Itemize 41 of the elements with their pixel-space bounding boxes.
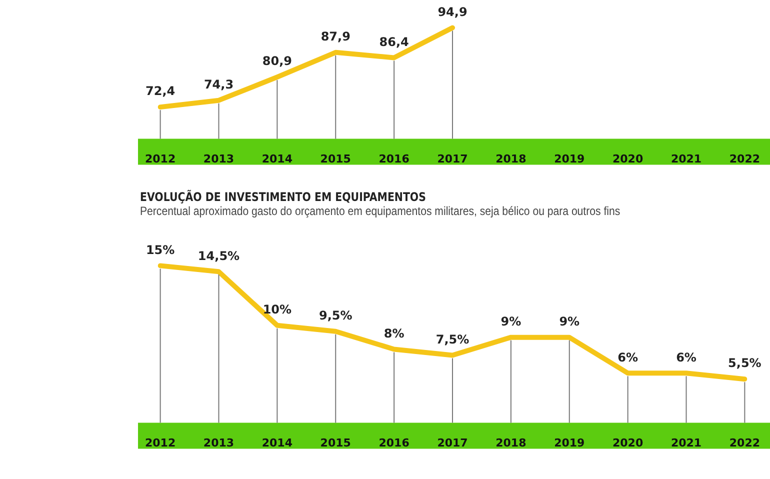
x-tick-label: 2018: [496, 152, 526, 166]
data-label: 7,5%: [436, 332, 470, 346]
x-tick-label: 2017: [437, 436, 468, 450]
x-tick-label: 2013: [203, 152, 234, 166]
x-tick-label: 2019: [554, 152, 585, 166]
data-label: 5,5%: [728, 356, 762, 370]
x-tick-label: 2016: [378, 152, 410, 166]
x-tick-label: 2021: [670, 152, 702, 166]
chart-title: EVOLUÇÃO DE INVESTIMENTO EM EQUIPAMENTOS: [140, 190, 427, 204]
x-tick-label: 2022: [729, 152, 760, 166]
data-label: 10%: [262, 302, 292, 317]
data-label: 6%: [676, 350, 696, 364]
x-tick-label: 2020: [612, 436, 644, 450]
x-tick-label: 2017: [437, 152, 468, 166]
x-tick-label: 2012: [144, 152, 176, 166]
x-tick-label: 2020: [612, 152, 644, 166]
chart-subtitle: Percentual aproximado gasto do orçamento em equipamentos militares, seja bélico ou para outros fins: [140, 204, 622, 218]
data-label: 72,4: [146, 84, 176, 98]
data-label: 9,5%: [318, 308, 352, 322]
x-tick-label: 2015: [320, 152, 351, 166]
x-tick-label: 2016: [378, 436, 410, 450]
data-label: 9%: [559, 314, 580, 328]
x-tick-label: 2015: [320, 436, 351, 450]
data-label: 74,3: [204, 77, 234, 92]
data-label: 80,9: [262, 54, 292, 68]
data-label: 14,5%: [198, 248, 240, 263]
data-label: 9%: [500, 314, 522, 328]
x-tick-label: 2019: [554, 436, 585, 450]
x-tick-label: 2018: [496, 436, 526, 450]
data-label: 86,4: [379, 34, 409, 49]
x-tick-label: 2022: [729, 436, 760, 450]
data-label: 87,9: [320, 30, 350, 44]
x-tick-label: 2014: [262, 436, 293, 450]
data-label: 8%: [384, 326, 404, 340]
data-label: 15%: [146, 242, 175, 257]
data-label: 94,9: [438, 4, 468, 19]
x-tick-label: 2013: [203, 436, 234, 450]
x-tick-label: 2021: [670, 436, 702, 450]
x-tick-label: 2012: [144, 436, 176, 450]
x-tick-label: 2014: [262, 152, 293, 166]
data-label: 6%: [618, 350, 638, 364]
